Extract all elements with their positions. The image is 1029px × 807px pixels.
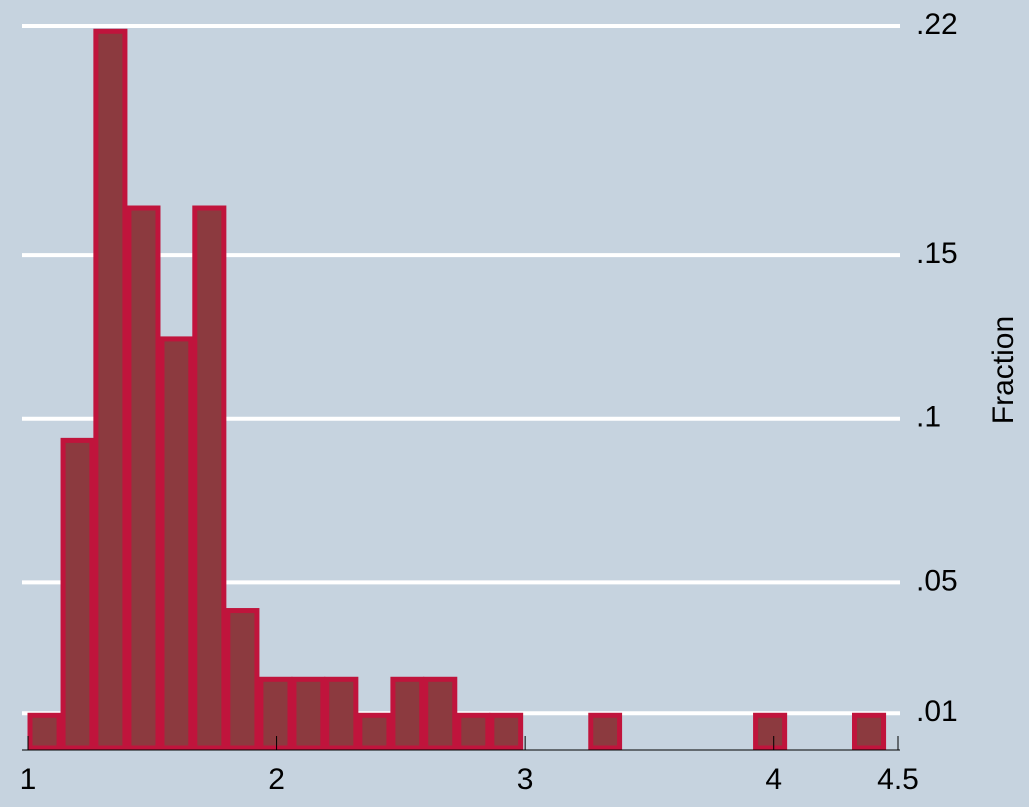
bar [192,205,227,751]
bar [291,676,326,751]
bar [753,712,788,751]
x-tick-label: 1 [20,763,37,796]
bar [60,437,95,751]
bar [27,712,62,751]
y-tick-label: .1 [916,401,941,434]
y-tick-label: .15 [916,237,958,270]
bar [489,712,524,751]
bar [93,28,128,751]
x-tick-label: 4.5 [877,763,919,796]
y-tick-label: .05 [916,564,958,597]
bar [423,676,458,751]
bar [456,712,491,751]
bar [159,336,194,751]
bar [324,676,359,751]
bar [126,205,161,751]
bar [852,712,887,751]
bar [225,608,260,751]
y-tick-label: .22 [916,8,958,41]
y-tick-label: .01 [916,695,958,728]
bar [258,676,293,751]
x-tick-label: 4 [765,763,782,796]
y-axis-title: Fraction [987,316,1020,424]
bar [390,676,425,751]
x-tick-label: 2 [268,763,285,796]
bar [588,712,623,751]
bar [357,712,392,751]
x-tick-label: 3 [517,763,534,796]
